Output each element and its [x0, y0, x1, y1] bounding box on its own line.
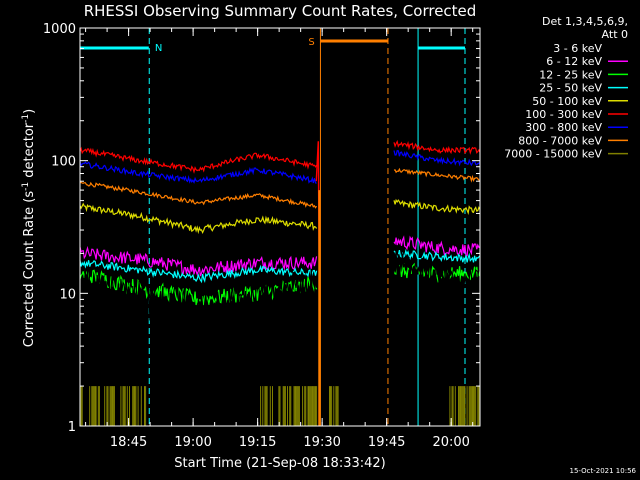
x-tick-label: 20:00 [432, 435, 469, 450]
yellow-series-line [393, 198, 481, 216]
blue-series-line [79, 161, 317, 184]
olive-series-bars [260, 386, 318, 426]
cyan-series-line [393, 248, 481, 263]
y-tick-label: 100 [51, 155, 76, 170]
black-series-line [79, 264, 318, 339]
blue-series-line [393, 150, 481, 167]
saa-label: S [308, 37, 314, 48]
legend-header-attenuator: Att 0 [602, 28, 628, 41]
y-tick-label: 1 [68, 420, 76, 435]
series-layer [79, 139, 481, 426]
y-axis-label: Corrected Count Rate (s-1 detector-1) [21, 109, 37, 347]
x-tick-label: 18:45 [110, 435, 147, 450]
legend-label: 6 - 12 keV [546, 55, 602, 68]
black-series-line [393, 251, 481, 306]
magenta-series-line [393, 235, 481, 257]
x-tick-label: 19:00 [174, 435, 211, 450]
cyan-series-line [79, 260, 318, 284]
y-tick-label: 1000 [43, 22, 76, 37]
plot-frame [79, 27, 481, 427]
legend-label: 300 - 800 keV [525, 121, 602, 134]
x-tick-label: 19:45 [368, 435, 405, 450]
legend-label: 7000 - 15000 keV [504, 148, 602, 161]
olive-series-bars [449, 386, 481, 426]
red-series-line [393, 139, 481, 155]
ticks-layer: 1 10 100 1000 18:45 19:00 19:15 19:30 19:45 20:00 [43, 22, 480, 450]
plot-background [80, 28, 480, 426]
legend-label: 100 - 300 keV [525, 108, 602, 121]
x-tick-label: 19:15 [239, 435, 276, 450]
night-label: N [155, 43, 162, 54]
yellow-series-line [79, 202, 318, 235]
olive-series-bars [80, 386, 147, 426]
x-axis-label: Start Time (21-Sep-08 18:33:42) [174, 456, 385, 471]
legend-label: 3 - 6 keV [553, 42, 602, 55]
legend-header-detectors: Det 1,3,4,5,6,9, [542, 15, 628, 28]
orange-series-line [393, 167, 481, 183]
red-series-line [79, 146, 318, 174]
legend-label: 50 - 100 keV [532, 95, 602, 108]
legend-label: 800 - 7000 keV [518, 134, 602, 147]
legend-label: 25 - 50 keV [539, 82, 602, 95]
legend-label: 12 - 25 keV [539, 68, 602, 81]
olive-series-bars [329, 386, 339, 426]
y-tick-label: 10 [59, 287, 76, 302]
orange-series-line [79, 181, 318, 209]
magenta-series-line [79, 245, 318, 277]
x-tick-label: 19:30 [303, 435, 340, 450]
plot-area [80, 28, 480, 426]
generation-timestamp: 15-Oct-2021 10:56 [570, 467, 637, 475]
chart-title: RHESSI Observing Summary Count Rates, Co… [84, 2, 477, 20]
